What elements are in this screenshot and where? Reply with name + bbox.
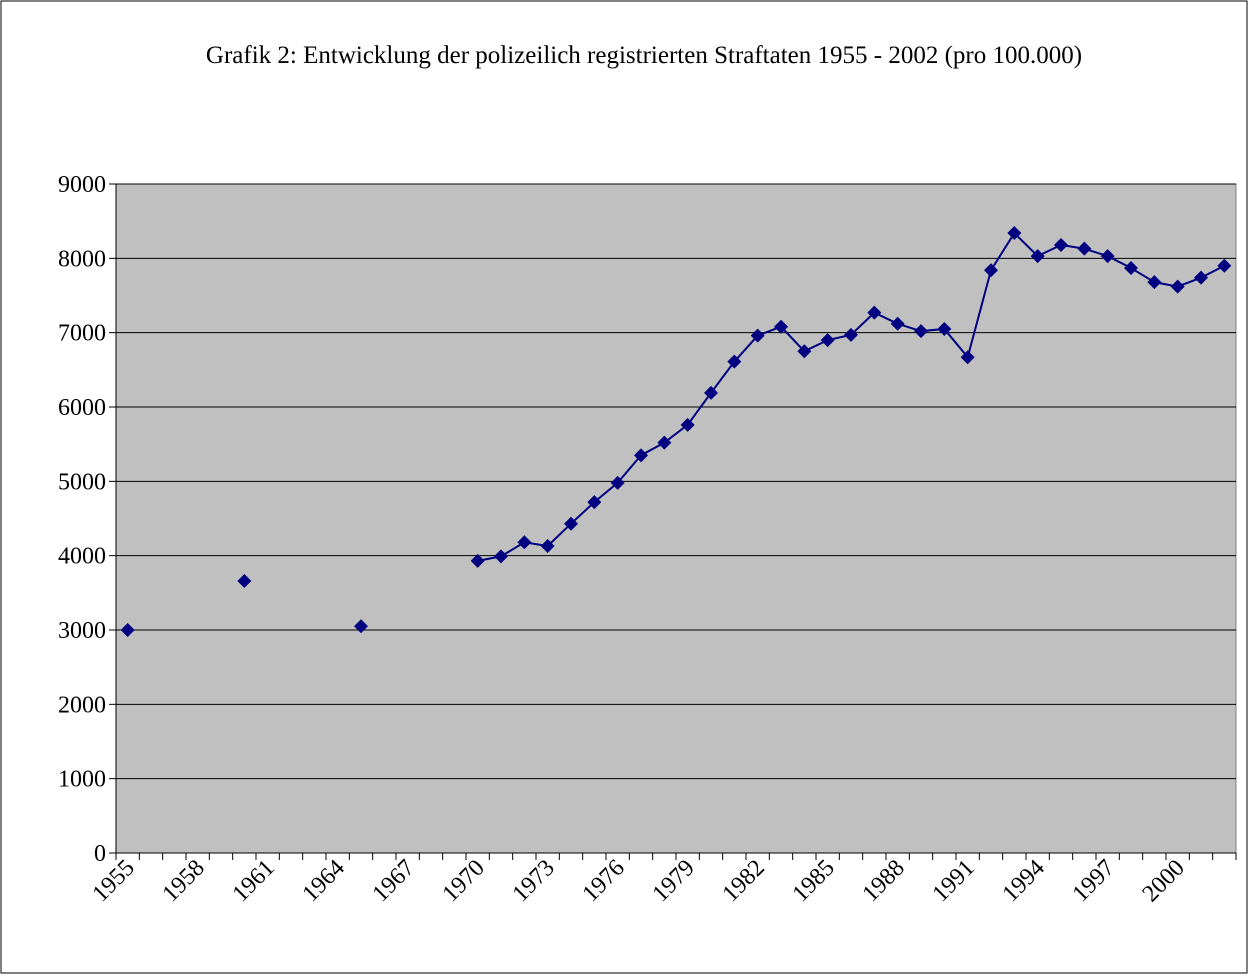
y-tick-label: 0 — [94, 841, 106, 867]
chart-title: Grafik 2: Entwicklung der polizeilich re… — [205, 42, 1083, 69]
data-point — [937, 321, 952, 336]
data-point — [517, 535, 532, 550]
data-point — [564, 516, 578, 531]
data-point — [984, 263, 998, 278]
data-point — [797, 344, 812, 359]
data-point — [470, 553, 485, 568]
y-tick-label: 2000 — [58, 692, 106, 718]
data-point — [634, 448, 648, 463]
data-point — [867, 305, 882, 320]
data-point — [1007, 226, 1022, 241]
data-point — [960, 350, 975, 365]
data-point — [844, 327, 858, 342]
data-point — [237, 573, 252, 588]
data-point — [1124, 260, 1138, 275]
data-point — [120, 623, 135, 637]
data-point — [727, 354, 742, 369]
data-point — [680, 417, 695, 432]
data-point — [1100, 249, 1115, 264]
y-tick-label: 5000 — [58, 469, 106, 495]
data-point — [704, 385, 718, 400]
data-point — [890, 316, 905, 331]
y-tick-label: 9000 — [58, 172, 106, 198]
y-tick-label: 7000 — [58, 321, 106, 347]
y-tick-label: 8000 — [58, 246, 106, 272]
data-point — [1054, 237, 1068, 252]
y-tick-label: 3000 — [58, 618, 106, 644]
data-point — [774, 319, 788, 334]
data-point — [1077, 241, 1092, 256]
y-tick-label: 1000 — [58, 767, 106, 793]
data-point — [750, 328, 765, 343]
data-point — [354, 619, 368, 634]
data-point — [1030, 249, 1045, 264]
data-point — [540, 539, 555, 554]
plot-area — [115, 183, 1237, 854]
y-tick-label: 4000 — [58, 544, 106, 570]
data-point — [1217, 258, 1232, 273]
data-point — [657, 435, 672, 450]
data-point — [1194, 270, 1208, 285]
data-point — [820, 333, 835, 348]
data-point — [610, 475, 625, 490]
data-point — [914, 324, 928, 339]
data-point — [587, 495, 602, 510]
data-point — [494, 549, 508, 564]
data-point — [1147, 275, 1162, 290]
y-tick-label: 6000 — [58, 395, 106, 421]
data-point — [1170, 279, 1185, 294]
